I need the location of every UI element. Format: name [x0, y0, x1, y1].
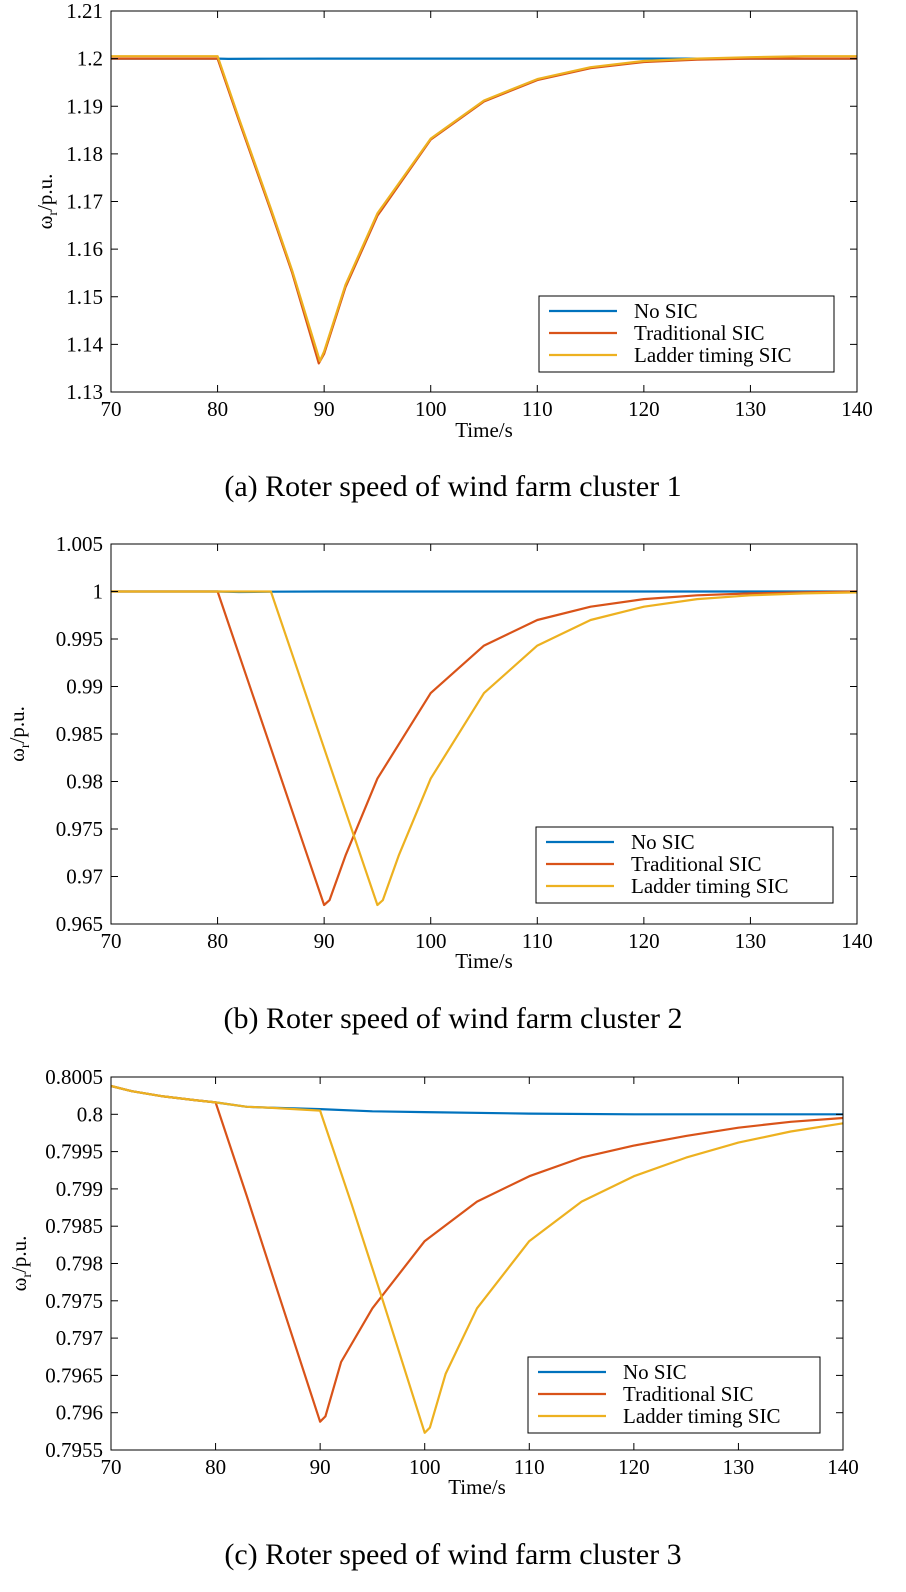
x-tick-label: 80 [207, 929, 228, 953]
chart-a: 70 80 90 100 110 120 130 140 1.13 1.14 1.15 1.16 1.1… [33, 0, 873, 442]
series-line-3 [110, 1084, 844, 1434]
y-tick-label: 0.98 [66, 770, 103, 794]
y-tick-label: 0.8005 [45, 1065, 103, 1089]
y-tick-label: 0.796 [56, 1401, 103, 1425]
series-line-3 [111, 590, 858, 907]
x-tick-label: 90 [310, 1455, 331, 1479]
x-tick-label: 140 [841, 929, 873, 953]
y-tick-label: 1.19 [66, 94, 103, 118]
x-tick-label: 100 [415, 929, 447, 953]
x-tick-label: 80 [207, 397, 228, 421]
x-tick-label: 70 [101, 929, 122, 953]
x-tick-label: 120 [618, 1455, 650, 1479]
y-tick-label: 1.2 [77, 47, 103, 71]
chart-b: 70 80 90 100 110 120 130 140 0.965 0.97 0.975 0.98 0… [5, 532, 873, 973]
y-tick-label: 1.005 [56, 532, 103, 556]
x-tick-label: 110 [522, 397, 553, 421]
caption-c: (c) Roter speed of wind farm cluster 3 [224, 1538, 682, 1571]
caption-b: (b) Roter speed of wind farm cluster 2 [223, 1002, 683, 1035]
chart-c: 70 80 90 100 110 120 130 140 0.7955 0.796 0.7965 0.… [7, 1065, 859, 1499]
x-tick-label: 70 [101, 1455, 122, 1479]
y-axis-label-symbol: ω [7, 1278, 31, 1292]
series-line-1 [110, 1084, 843, 1116]
y-tick-label: 0.985 [56, 722, 103, 746]
y-tick-label: 1 [93, 580, 104, 604]
series-line-3 [111, 55, 857, 363]
legend-entry-1: No SIC [631, 830, 695, 854]
y-axis-label-symbol: ω [33, 216, 57, 230]
y-tick-label: 1.21 [66, 0, 103, 23]
x-tick-label: 90 [314, 397, 335, 421]
x-axis-label: Time/s [455, 949, 513, 973]
y-tick-label: 0.975 [56, 817, 103, 841]
y-tick-label: 0.7955 [45, 1438, 103, 1462]
y-tick-label: 1.17 [66, 190, 103, 214]
y-tick-label: 1.18 [66, 142, 103, 166]
y-tick-label: 1.15 [66, 285, 103, 309]
y-axis-label-unit: /p.u. [33, 174, 57, 211]
x-axis-label: Time/s [455, 418, 513, 442]
y-axis-label-symbol: ω [5, 748, 29, 762]
y-axis-label: ωr/p.u. [7, 1236, 35, 1292]
legend-entry-1: No SIC [623, 1360, 687, 1384]
y-tick-label: 1.16 [66, 237, 103, 261]
y-tick-label: 0.797 [56, 1326, 103, 1350]
x-tick-label: 140 [827, 1455, 859, 1479]
legend-entry-3: Ladder timing SIC [623, 1404, 780, 1428]
y-tick-label: 1.14 [66, 332, 103, 356]
y-tick-label: 0.7995 [45, 1140, 103, 1164]
y-axis-label-subscript: r [20, 1273, 35, 1278]
x-tick-label: 100 [409, 1455, 441, 1479]
y-tick-label: 0.7965 [45, 1363, 103, 1387]
y-tick-label: 0.8 [77, 1102, 103, 1126]
x-tick-label: 110 [514, 1455, 545, 1479]
x-tick-label: 130 [723, 1455, 755, 1479]
x-tick-label: 120 [628, 929, 660, 953]
y-tick-label: 0.965 [56, 912, 103, 936]
y-axis-label-unit: /p.u. [5, 706, 29, 743]
legend-entry-2: Traditional SIC [623, 1382, 754, 1406]
x-tick-label: 70 [101, 397, 122, 421]
y-axis-label-unit: /p.u. [7, 1236, 31, 1273]
x-tick-label: 110 [522, 929, 553, 953]
y-tick-label: 1.13 [66, 380, 103, 404]
x-tick-label: 130 [735, 929, 767, 953]
y-tick-label: 0.799 [56, 1177, 103, 1201]
legend-entry-2: Traditional SIC [634, 321, 765, 345]
y-tick-label: 0.798 [56, 1252, 103, 1276]
legend-entry-3: Ladder timing SIC [631, 874, 788, 898]
series-line-2 [111, 590, 858, 907]
legend-entry-3: Ladder timing SIC [634, 343, 791, 367]
x-tick-label: 130 [735, 397, 767, 421]
y-axis-label-subscript: r [46, 211, 61, 216]
y-tick-label: 0.99 [66, 675, 103, 699]
x-tick-label: 140 [841, 397, 873, 421]
x-axis-label: Time/s [448, 1475, 506, 1499]
legend-entry-2: Traditional SIC [631, 852, 762, 876]
x-tick-label: 120 [628, 397, 660, 421]
y-axis-label: ωr/p.u. [5, 706, 33, 762]
y-tick-label: 0.7975 [45, 1289, 103, 1313]
x-tick-label: 100 [415, 397, 447, 421]
y-axis-label-subscript: r [18, 743, 33, 748]
x-tick-label: 80 [205, 1455, 226, 1479]
y-tick-label: 0.995 [56, 627, 103, 651]
x-tick-label: 90 [314, 929, 335, 953]
y-tick-label: 0.7985 [45, 1214, 103, 1238]
caption-a: (a) Roter speed of wind farm cluster 1 [224, 470, 682, 503]
legend-entry-1: No SIC [634, 299, 698, 323]
y-axis-label: ωr/p.u. [33, 174, 61, 230]
y-tick-label: 0.97 [66, 865, 103, 889]
